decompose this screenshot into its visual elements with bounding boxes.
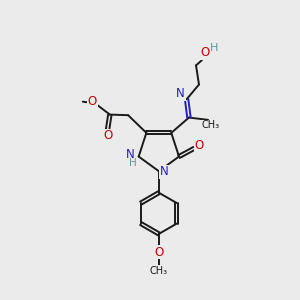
Text: H: H bbox=[210, 43, 218, 53]
Text: O: O bbox=[195, 139, 204, 152]
Text: O: O bbox=[88, 95, 97, 108]
Text: CH₃: CH₃ bbox=[201, 120, 219, 130]
Text: N: N bbox=[126, 148, 135, 161]
Text: O: O bbox=[103, 129, 112, 142]
Text: O: O bbox=[201, 46, 210, 59]
Text: N: N bbox=[160, 165, 169, 178]
Text: N: N bbox=[176, 88, 185, 100]
Text: O: O bbox=[154, 246, 164, 259]
Text: CH₃: CH₃ bbox=[150, 266, 168, 276]
Text: H: H bbox=[130, 158, 137, 168]
